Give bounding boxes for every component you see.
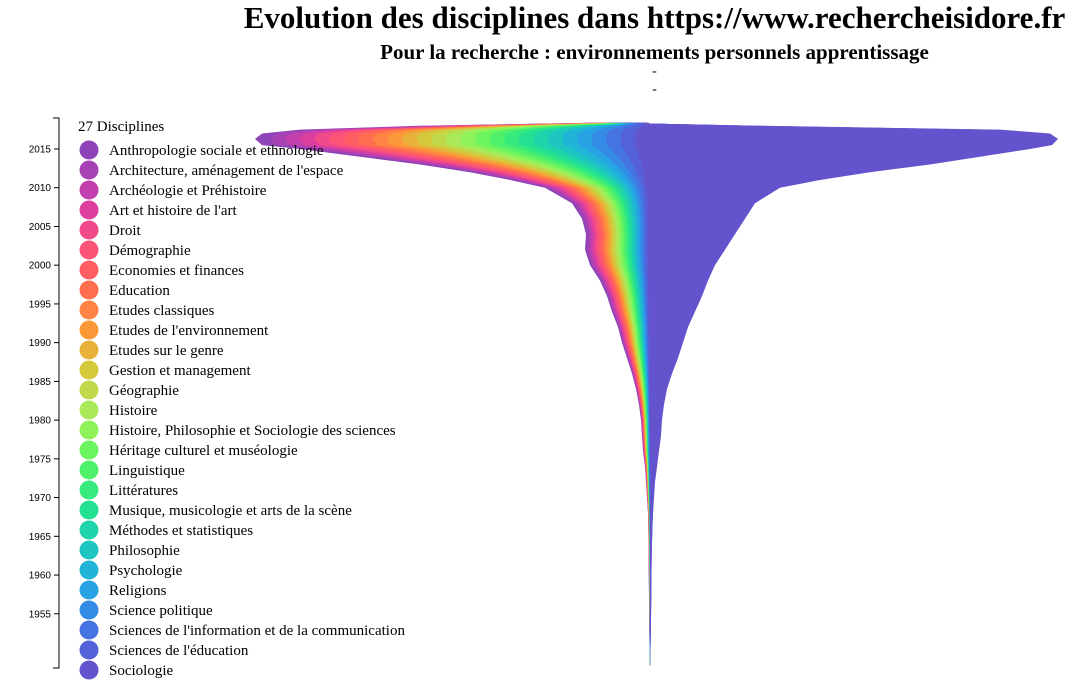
legend-swatch <box>79 260 99 280</box>
year-tick-label: 1985 <box>29 377 52 388</box>
stream-layer <box>602 122 1058 666</box>
legend-label: Anthropologie sociale et ethnologie <box>109 143 324 159</box>
legend-label: Etudes de l'environnement <box>109 323 269 339</box>
legend-label: Droit <box>109 223 141 239</box>
legend-label: Etudes classiques <box>109 303 215 319</box>
year-tick-label: 2005 <box>29 222 52 233</box>
stream-layers <box>255 122 1058 666</box>
legend-swatch <box>79 500 99 520</box>
legend-swatch <box>79 220 99 240</box>
legend-label: Archéologie et Préhistoire <box>109 183 267 199</box>
legend-swatch <box>79 660 99 680</box>
legend-swatch <box>79 540 99 560</box>
year-axis: 1955 1960 1965 1970 1975 1980 1985 1990 1995 2000… <box>29 117 60 669</box>
legend-label: Etudes sur le genre <box>109 343 224 359</box>
legend-swatch <box>79 320 99 340</box>
year-tick-label: 1980 <box>29 416 52 427</box>
legend-swatch <box>79 400 99 420</box>
legend-swatch <box>79 520 99 540</box>
legend-swatch <box>79 620 99 640</box>
legend-label: Littératures <box>109 483 178 499</box>
legend-label: Histoire, Philosophie et Sociologie des … <box>109 423 396 439</box>
legend-label: Psychologie <box>109 563 183 579</box>
chart-title: Evolution des disciplines dans https://w… <box>243 0 1066 35</box>
legend-swatch <box>79 280 99 300</box>
legend-title: 27 Disciplines <box>78 119 164 135</box>
year-tick-label: 2015 <box>29 144 52 155</box>
legend-label: Sociologie <box>109 663 174 679</box>
legend-swatch <box>79 180 99 200</box>
year-tick-label: 2010 <box>29 183 52 194</box>
legend-label: Histoire <box>109 403 158 419</box>
legend-swatch <box>79 600 99 620</box>
legend-label: Architecture, aménagement de l'espace <box>109 163 344 179</box>
legend-label: Religions <box>109 583 167 599</box>
year-tick-label: 1970 <box>29 493 52 504</box>
legend-swatch <box>79 440 99 460</box>
chart-note-line-2: - <box>652 82 657 97</box>
legend-swatch <box>79 420 99 440</box>
year-tick-label: 2000 <box>29 261 52 272</box>
legend-label: Philosophie <box>109 543 180 559</box>
year-tick-label: 1965 <box>29 532 52 543</box>
legend-swatch <box>79 480 99 500</box>
legend-swatch <box>79 200 99 220</box>
legend-swatch <box>79 460 99 480</box>
legend-swatch <box>79 240 99 260</box>
legend-swatch <box>79 560 99 580</box>
legend-swatch <box>79 580 99 600</box>
legend-swatch <box>79 340 99 360</box>
legend-swatch <box>79 300 99 320</box>
legend-swatch <box>79 380 99 400</box>
chart-note-line-1: - <box>652 64 657 79</box>
legend-label: Géographie <box>109 383 179 399</box>
year-tick-label: 1990 <box>29 338 52 349</box>
legend-label: Science politique <box>109 603 213 619</box>
legend-swatch <box>79 140 99 160</box>
chart-subtitle: Pour la recherche : environnements perso… <box>380 40 929 64</box>
stream-layer <box>284 122 696 666</box>
legend-label: Economies et finances <box>109 263 244 279</box>
legend-swatch <box>79 360 99 380</box>
legend: 27 Disciplines Anthropologie sociale et … <box>78 119 405 680</box>
legend-label: Education <box>109 283 170 299</box>
legend-label: Gestion et management <box>109 363 251 379</box>
legend-label: Méthodes et statistiques <box>109 523 253 539</box>
year-tick-label: 1995 <box>29 299 52 310</box>
year-tick-label: 1955 <box>29 609 52 620</box>
legend-label: Musique, musicologie et arts de la scène <box>109 503 352 519</box>
legend-label: Démographie <box>109 243 191 259</box>
year-tick-label: 1975 <box>29 454 52 465</box>
year-axis-line <box>53 117 60 669</box>
legend-swatch <box>79 160 99 180</box>
legend-swatch <box>79 640 99 660</box>
year-tick-label: 1960 <box>29 571 52 582</box>
legend-label: Linguistique <box>109 463 185 479</box>
legend-label: Sciences de l'éducation <box>109 643 249 659</box>
legend-label: Art et histoire de l'art <box>109 203 237 219</box>
legend-label: Héritage culturel et muséologie <box>109 443 298 459</box>
legend-label: Sciences de l'information et de la commu… <box>109 623 405 639</box>
